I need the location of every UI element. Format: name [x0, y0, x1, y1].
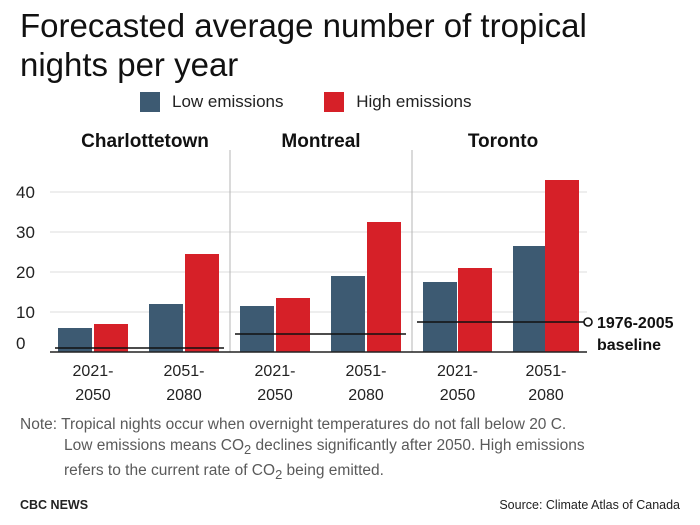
- bar-low-emissions: [513, 246, 547, 352]
- x-tick-label: 2021-: [437, 363, 478, 380]
- x-tick-label: 2051-: [526, 363, 567, 380]
- legend-swatch-low: [140, 92, 160, 112]
- baseline-label: baseline: [597, 337, 661, 354]
- note-line-1: Note: Tropical nights occur when overnig…: [20, 416, 567, 433]
- legend: Low emissions High emissions: [140, 92, 508, 117]
- bar-high-emissions: [458, 268, 492, 352]
- x-tick-label: 2080: [166, 387, 202, 404]
- footer-source: Source: Climate Atlas of Canada: [499, 498, 680, 512]
- legend-swatch-high: [324, 92, 345, 112]
- y-tick-label: 40: [16, 183, 35, 202]
- bar-high-emissions: [367, 222, 401, 352]
- bar-chart: 0 10 20 30 40 Charlottetown 2021- 2050 2051- 2080…: [16, 131, 674, 404]
- panel-title: Charlottetown: [81, 131, 209, 152]
- y-tick-label: 20: [16, 263, 35, 282]
- footer-publisher: CBC NEWS: [20, 498, 89, 512]
- bar-high-emissions: [545, 180, 579, 352]
- note-line-2: Low emissions means CO2 declines signifi…: [20, 435, 690, 460]
- panel-title: Toronto: [468, 131, 538, 152]
- x-tick-label: 2080: [348, 387, 384, 404]
- x-tick-label: 2051-: [164, 363, 205, 380]
- x-tick-label: 2021-: [73, 363, 114, 380]
- note-line-3-b: being emitted.: [282, 462, 384, 480]
- x-tick-label: 2050: [75, 387, 111, 404]
- note-line-2-a: Low emissions means CO: [64, 437, 245, 454]
- note-line-3-a: refers to the current rate of CO: [64, 462, 276, 480]
- bar-low-emissions: [331, 276, 365, 352]
- legend-label-low: Low emissions: [172, 92, 284, 111]
- y-tick-label: 0: [16, 334, 25, 353]
- x-tick-label: 2050: [257, 387, 293, 404]
- legend-item-low: Low emissions: [140, 92, 284, 112]
- bar-low-emissions: [149, 304, 183, 352]
- legend-item-high: High emissions: [324, 92, 472, 112]
- note-line-2-sub: 2: [244, 442, 252, 458]
- bar-low-emissions: [423, 282, 457, 352]
- panel-title: Montreal: [281, 131, 360, 152]
- x-tick-label: 2050: [440, 387, 476, 404]
- note-line-2-b: declines significantly after 2050. High …: [251, 437, 585, 454]
- baseline-label: 1976-2005: [597, 315, 674, 332]
- y-tick-label: 10: [16, 303, 35, 322]
- bar-high-emissions: [185, 254, 219, 352]
- note-line-3-sub: 2: [275, 467, 283, 483]
- legend-label-high: High emissions: [356, 92, 472, 111]
- note-line-3: refers to the current rate of CO2 being …: [20, 460, 690, 485]
- y-tick-label: 30: [16, 223, 35, 242]
- note: Note: Tropical nights occur when overnig…: [20, 414, 690, 485]
- bar-high-emissions: [276, 298, 310, 352]
- x-tick-label: 2051-: [346, 363, 387, 380]
- x-tick-label: 2080: [528, 387, 564, 404]
- bar-low-emissions: [240, 306, 274, 352]
- chart-title: Forecasted average number of tropical ni…: [20, 7, 587, 83]
- x-tick-label: 2021-: [255, 363, 296, 380]
- baseline-marker: [583, 317, 593, 327]
